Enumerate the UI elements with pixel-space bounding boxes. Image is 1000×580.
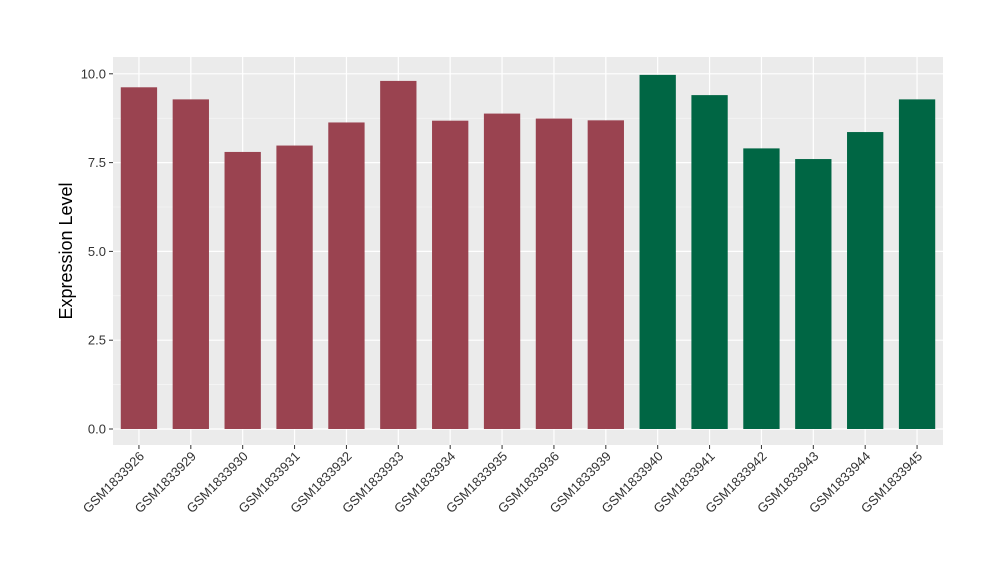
bar-GSM1833926	[120, 87, 158, 429]
y-axis: 0.0 2.5 5.0 7.5 10.0	[81, 66, 113, 437]
y-tick-label: 2.5	[88, 333, 106, 348]
bar-GSM1833933	[380, 80, 417, 430]
y-tick-label: 7.5	[88, 155, 106, 170]
y-tick-label: 10.0	[81, 66, 106, 81]
bar-GSM1833940	[639, 74, 676, 429]
bar-GSM1833939	[587, 120, 624, 429]
bar-GSM1833935	[483, 113, 521, 429]
bar-GSM1833929	[172, 99, 209, 430]
bar-GSM1833944	[847, 132, 884, 429]
bar-GSM1833945	[898, 99, 936, 430]
bar-GSM1833942	[743, 148, 780, 429]
y-axis-title: Expression Level	[56, 182, 76, 319]
bars-group	[120, 74, 936, 430]
y-tick-label: 5.0	[88, 244, 106, 259]
y-tick-label: 0.0	[88, 422, 106, 437]
bar-GSM1833930	[224, 151, 261, 429]
x-axis: GSM1833926GSM1833929GSM1833930GSM1833931…	[80, 445, 925, 516]
bar-GSM1833931	[276, 145, 313, 429]
bar-GSM1833941	[691, 95, 728, 429]
bar-GSM1833932	[328, 122, 365, 429]
bar-GSM1833936	[535, 118, 573, 429]
bar-GSM1833943	[795, 159, 832, 429]
bar-GSM1833934	[432, 120, 469, 429]
